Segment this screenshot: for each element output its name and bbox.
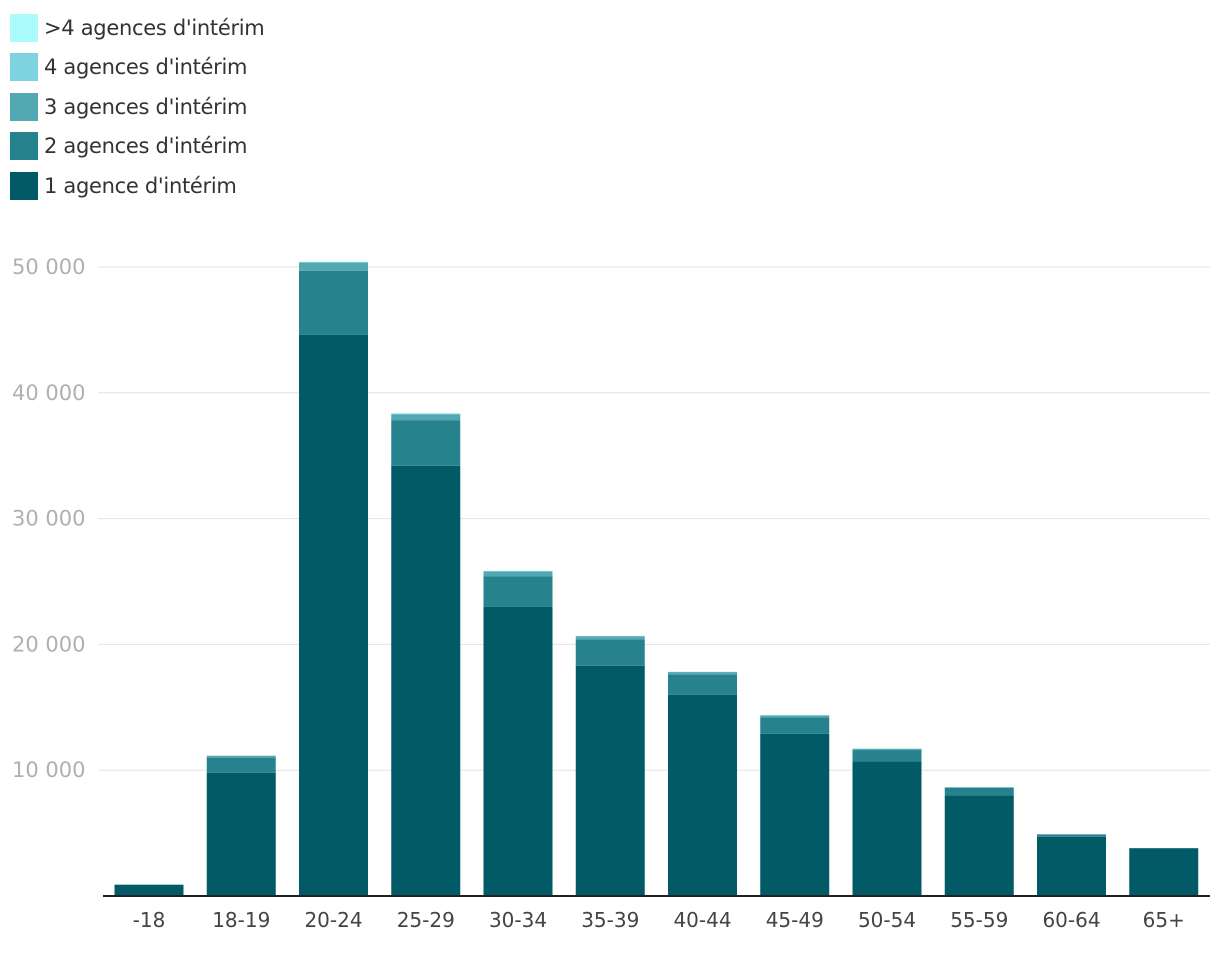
bar-segment — [852, 761, 922, 896]
x-tick-label: 60-64 — [1042, 908, 1100, 932]
bar-segment — [760, 717, 830, 734]
bar-segment — [1037, 836, 1106, 896]
bar-segment — [114, 884, 184, 896]
x-tick-label: -18 — [133, 908, 166, 932]
y-tick-label: 40 000 — [12, 381, 85, 405]
legend-swatch — [10, 132, 38, 161]
legend-swatch — [10, 171, 38, 200]
bar-segment — [852, 750, 922, 762]
x-tick-label: 50-54 — [858, 908, 916, 932]
legend-label: 2 agences d'intérim — [44, 134, 248, 159]
y-tick-label: 10 000 — [12, 758, 85, 782]
x-tick-label: 40-44 — [673, 908, 731, 932]
bar-segment — [575, 639, 645, 666]
x-axis-ticks: -18 18-19 20-24 25-29 30-34 35-39 40-44 45-49 50… — [133, 908, 1185, 932]
bar-segment — [299, 334, 368, 896]
bar-segment — [483, 571, 553, 577]
gridlines — [98, 266, 1210, 771]
x-tick-label: 25-29 — [397, 908, 455, 932]
legend-item: 2 agences d'intérim — [10, 127, 264, 167]
bar-segment — [668, 672, 737, 675]
bar-segment — [575, 636, 645, 640]
x-tick-label: 18-19 — [212, 908, 270, 932]
y-tick-label: 30 000 — [12, 507, 85, 531]
bar-segment — [206, 772, 276, 896]
bar-segment — [391, 465, 461, 896]
legend-item: >4 agences d'intérim — [10, 8, 265, 48]
legend-swatch — [10, 92, 38, 121]
x-tick-label: 55-59 — [950, 908, 1008, 932]
bar-segment — [206, 755, 276, 758]
x-tick-label: 45-49 — [766, 908, 824, 932]
bar-segment — [391, 414, 461, 421]
bar-segment — [1037, 834, 1106, 837]
bar-segment — [668, 694, 737, 896]
legend: >4 agences d'intérim 4 agences d'intérim 3… — [10, 8, 265, 206]
bar-segment — [299, 261, 368, 263]
y-tick-label: 50 000 — [12, 255, 85, 279]
legend-label: 4 agences d'intérim — [44, 55, 248, 80]
legend-item: 1 agence d'intérim — [10, 166, 264, 206]
x-tick-label: 30-34 — [489, 908, 547, 932]
x-tick-label: 65+ — [1143, 908, 1185, 932]
bar-segment — [944, 787, 1014, 788]
bar-segment — [575, 665, 645, 896]
bar-segment — [944, 795, 1014, 896]
bar-segment — [299, 270, 368, 335]
x-tick-label: 20-24 — [304, 908, 362, 932]
legend-label: 1 agence d'intérim — [44, 173, 237, 198]
bar-segment — [1129, 848, 1199, 896]
bar-segment — [206, 757, 276, 773]
bar-segment — [760, 733, 830, 896]
y-axis-ticks: 10 000 20 000 30 000 40 000 50 000 — [12, 255, 85, 782]
legend-item: 3 agences d'intérim — [10, 87, 264, 127]
bars — [114, 261, 1199, 896]
legend-label: 3 agences d'intérim — [44, 94, 248, 119]
y-tick-label: 20 000 — [12, 632, 85, 656]
bar-segment — [299, 262, 368, 271]
bar-segment — [483, 576, 553, 607]
legend-swatch — [10, 13, 38, 42]
bar-segment — [852, 748, 922, 751]
bar-segment — [483, 606, 553, 896]
x-tick-label: 35-39 — [581, 908, 639, 932]
legend-label: >4 agences d'intérim — [44, 15, 265, 40]
bar-segment — [668, 674, 737, 695]
bar-segment — [760, 715, 830, 718]
bar-segment — [944, 787, 1014, 796]
legend-item: 4 agences d'intérim — [10, 48, 264, 88]
bar-segment — [391, 413, 461, 415]
legend-swatch — [10, 53, 38, 82]
bar-segment — [391, 420, 461, 466]
